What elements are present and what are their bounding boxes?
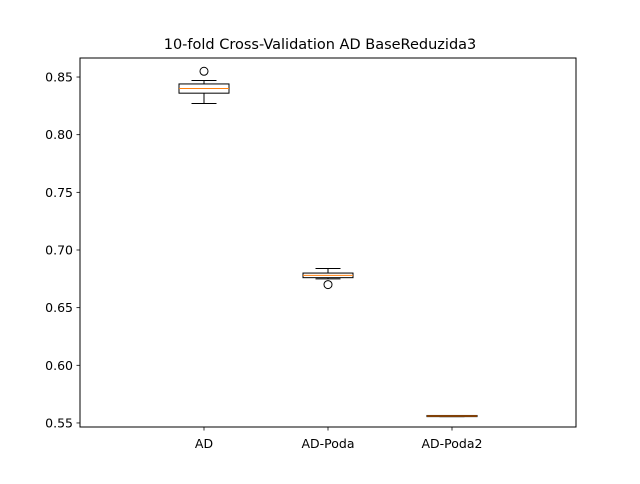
- x-tick-label: AD: [195, 436, 213, 451]
- y-tick-label: 0.55: [45, 415, 73, 430]
- flier-point: [199, 66, 209, 76]
- y-tick-label: 0.70: [45, 242, 73, 257]
- flier-point: [323, 280, 333, 290]
- x-tick-label: AD-Poda2: [422, 436, 483, 451]
- y-tick-label: 0.60: [45, 358, 73, 373]
- x-tick-label: AD-Poda: [301, 436, 354, 451]
- plot-area: 0.55 0.60 0.65 0.70 0.75 0.80 0.85 AD AD-Poda AD-…: [45, 66, 483, 451]
- y-tick-label: 0.85: [45, 70, 73, 85]
- y-tick-label: 0.80: [45, 127, 73, 142]
- axes-frame: [79, 57, 577, 428]
- chart-title: 10-fold Cross-Validation AD BaseReduzida…: [164, 37, 477, 53]
- y-tick-label: 0.75: [45, 185, 73, 200]
- y-tick-label: 0.65: [45, 300, 73, 315]
